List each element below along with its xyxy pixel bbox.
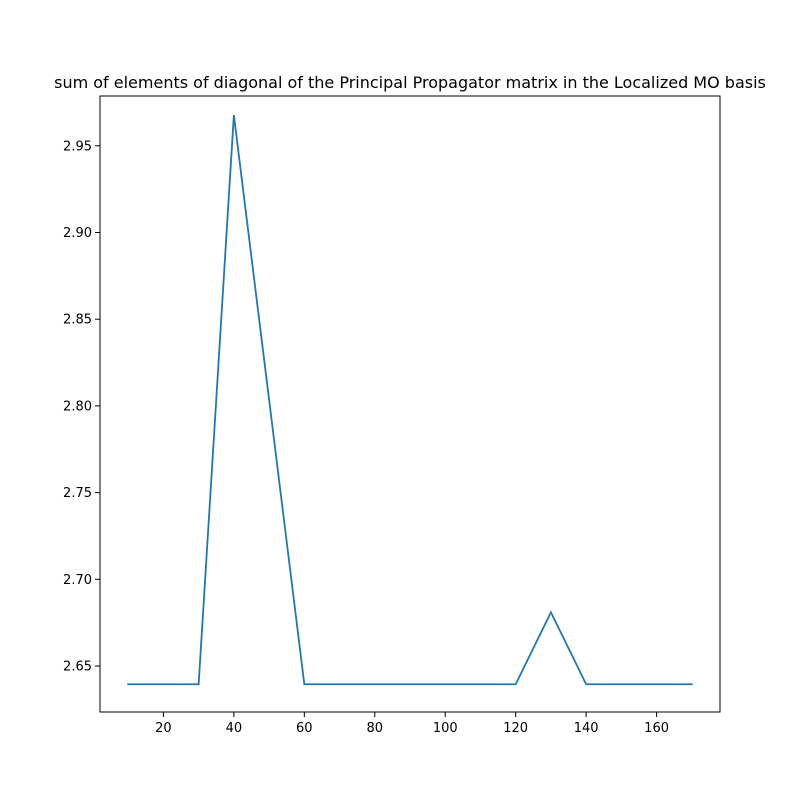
y-tick-label: 2.90 (63, 226, 92, 241)
x-tick-label: 160 (644, 721, 669, 736)
y-tick-label: 2.75 (63, 486, 92, 501)
y-tick-label: 2.80 (63, 399, 92, 414)
x-tick-label: 40 (226, 721, 243, 736)
plot-area (127, 114, 693, 686)
y-tick-label: 2.85 (63, 313, 92, 328)
y-axis: 2.65 2.70 2.75 2.80 2.85 2.90 2.95 (63, 139, 100, 675)
series-line (127, 114, 693, 686)
x-tick-label: 140 (574, 721, 599, 736)
y-tick-label: 2.65 (63, 660, 92, 675)
y-tick-label: 2.70 (63, 573, 92, 588)
x-tick-label: 20 (155, 721, 172, 736)
x-tick-label: 100 (433, 721, 458, 736)
axes-frame (99, 95, 721, 713)
x-tick-label: 60 (296, 721, 313, 736)
x-tick-label: 80 (366, 721, 383, 736)
x-tick-label: 120 (503, 721, 528, 736)
y-tick-label: 2.95 (63, 139, 92, 154)
x-axis: 20 40 60 80 100 120 140 160 (155, 712, 669, 736)
chart-title: sum of elements of diagonal of the Princ… (54, 73, 766, 92)
